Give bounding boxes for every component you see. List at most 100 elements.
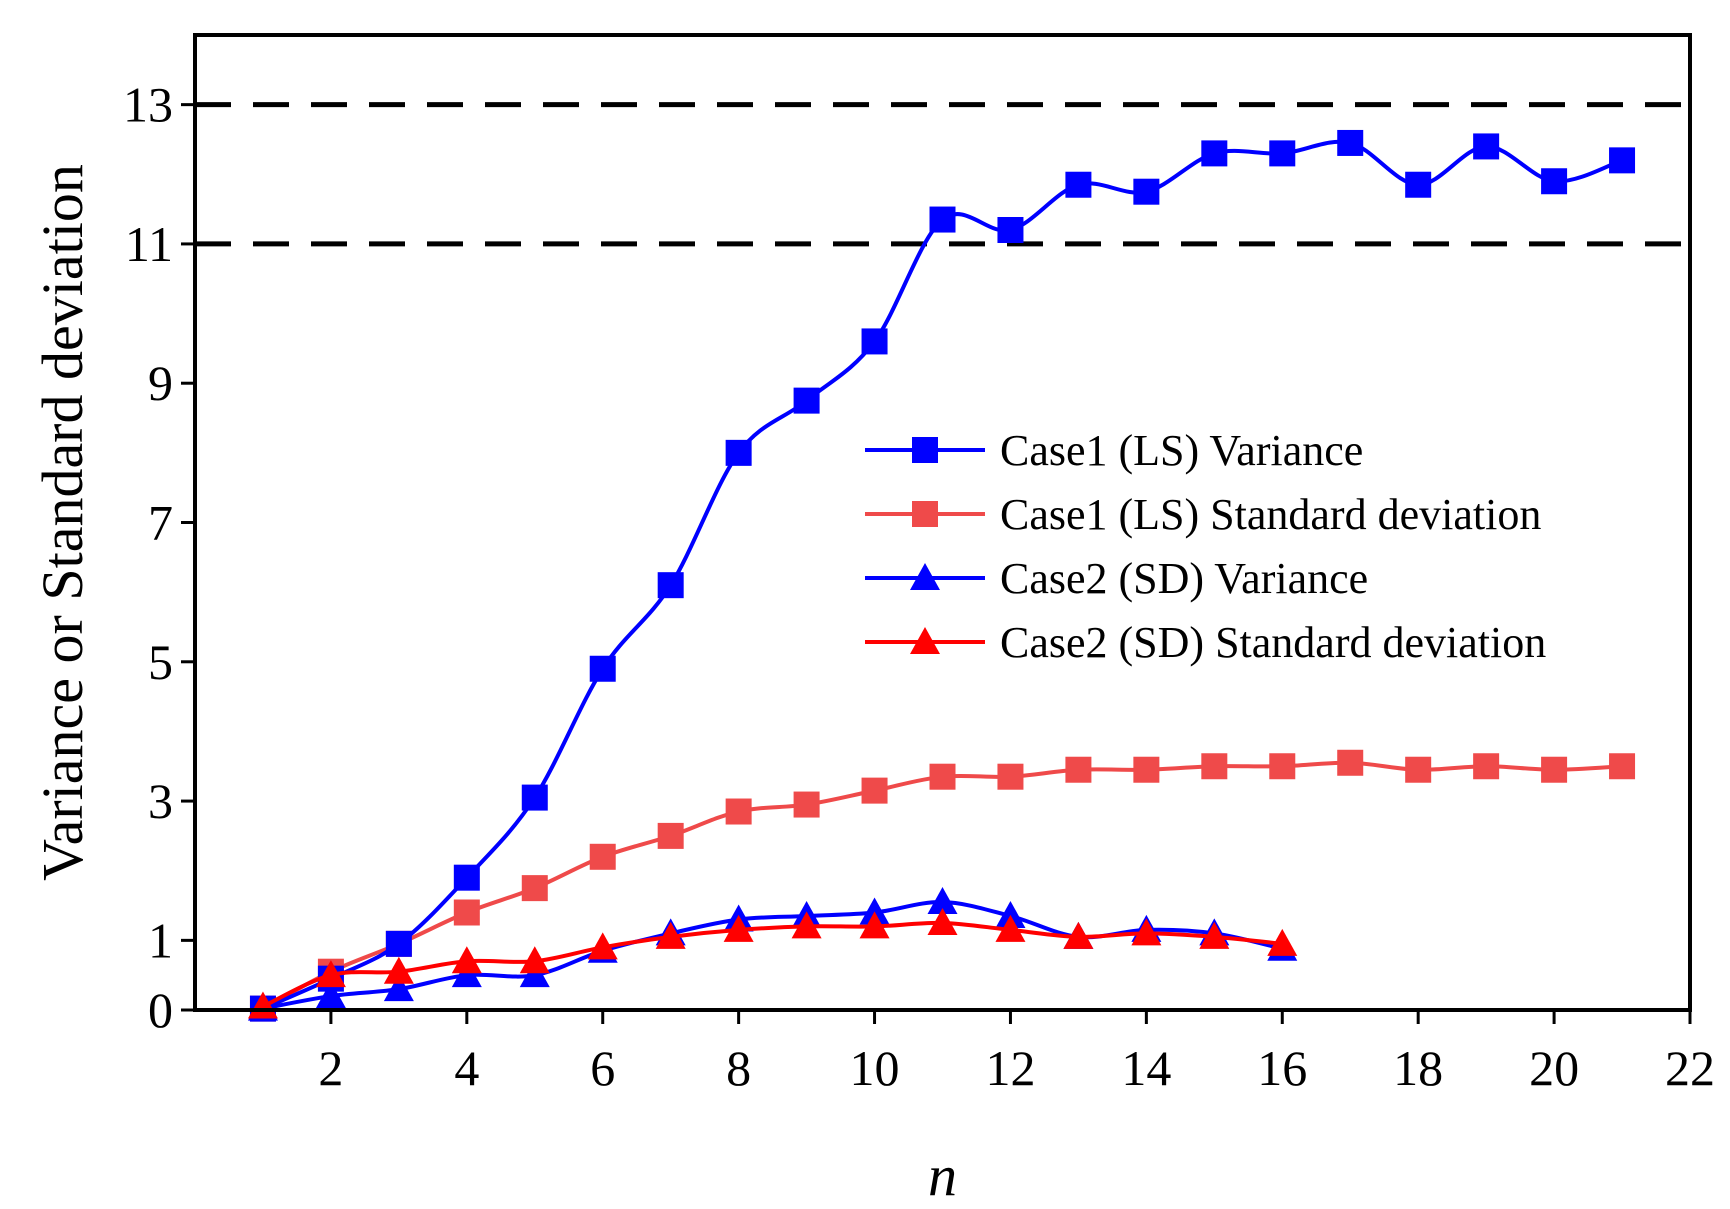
legend-marker (912, 437, 938, 463)
data-point (589, 655, 616, 682)
series-4 (247, 907, 1298, 1019)
x-axis-title: n (928, 1143, 957, 1208)
data-point (1201, 140, 1228, 167)
x-tick-label: 16 (1257, 1040, 1307, 1096)
x-axis: 2 4 6 8 10 12 14 16 18 20 22 (318, 1010, 1715, 1096)
data-point (383, 974, 414, 1002)
legend-label: Case2 (SD) Standard deviation (1000, 618, 1546, 667)
data-point (929, 763, 956, 790)
x-tick-label: 10 (850, 1040, 900, 1096)
data-point (1269, 140, 1296, 167)
data-point (519, 960, 550, 988)
data-point (723, 914, 754, 942)
y-tick-label: 13 (123, 77, 173, 133)
data-point (1337, 129, 1364, 156)
data-point (791, 911, 822, 939)
legend-item: Case1 (LS) Variance (865, 426, 1363, 475)
data-point (861, 777, 888, 804)
y-tick-label: 7 (148, 495, 173, 551)
data-point (793, 387, 820, 414)
data-point (927, 907, 958, 935)
data-point (451, 946, 482, 974)
data-point (927, 887, 958, 915)
x-tick-label: 2 (318, 1040, 343, 1096)
data-point (453, 864, 480, 891)
series-line (262, 139, 1623, 1011)
data-point (1609, 147, 1636, 174)
data-point (383, 956, 414, 984)
data-point (725, 798, 752, 825)
data-point (657, 572, 684, 599)
x-tick-label: 4 (454, 1040, 479, 1096)
data-point (453, 899, 480, 926)
data-point (1405, 756, 1432, 783)
data-point (521, 875, 548, 902)
y-axis-title: Variance or Standard deviation (30, 164, 95, 881)
data-point (1541, 168, 1568, 195)
data-point (589, 843, 616, 870)
y-tick-label: 9 (148, 355, 173, 411)
series-line (262, 920, 1283, 1009)
legend-item: Case2 (SD) Standard deviation (865, 618, 1546, 667)
series-1 (249, 129, 1636, 1022)
data-point (1473, 753, 1500, 780)
data-point (997, 763, 1024, 790)
data-point (861, 328, 888, 355)
x-tick-label: 18 (1393, 1040, 1443, 1096)
data-point (1473, 133, 1500, 160)
x-tick-label: 20 (1529, 1040, 1579, 1096)
data-point (1065, 756, 1092, 783)
legend-item: Case1 (LS) Standard deviation (865, 490, 1541, 539)
series-line (262, 900, 1283, 1011)
data-point (451, 960, 482, 988)
y-tick-label: 0 (148, 982, 173, 1038)
data-point (1609, 753, 1636, 780)
data-point (1337, 749, 1364, 776)
data-point (995, 914, 1026, 942)
data-point (859, 897, 890, 925)
data-point (1199, 921, 1230, 949)
legend-item: Case2 (SD) Variance (865, 554, 1368, 603)
data-point (793, 791, 820, 818)
data-point (1131, 918, 1162, 946)
data-point (655, 921, 686, 949)
x-tick-label: 6 (590, 1040, 615, 1096)
data-point (657, 822, 684, 849)
data-point (725, 439, 752, 466)
data-point (521, 784, 548, 811)
data-point (997, 217, 1024, 243)
x-tick-label: 22 (1665, 1040, 1715, 1096)
legend-marker (910, 627, 940, 654)
data-point (1133, 756, 1160, 783)
data-point (929, 206, 956, 233)
y-tick-label: 1 (148, 912, 173, 968)
data-point (859, 911, 890, 939)
data-point (1065, 171, 1092, 198)
data-point (315, 981, 346, 1009)
data-point (587, 932, 618, 960)
data-point (995, 900, 1026, 928)
y-tick-label: 11 (125, 216, 173, 272)
legend: Case1 (LS) Variance Case1 (LS) Standard d… (865, 426, 1546, 667)
x-tick-label: 8 (726, 1040, 751, 1096)
legend-marker (910, 563, 940, 590)
data-point (315, 960, 346, 988)
data-point (1269, 753, 1296, 780)
data-point (1063, 921, 1094, 949)
x-tick-label: 14 (1121, 1040, 1171, 1096)
y-tick-label: 5 (148, 634, 173, 690)
legend-label: Case2 (SD) Variance (1000, 554, 1368, 603)
data-point (1405, 171, 1432, 198)
data-point (1541, 756, 1568, 783)
data-point (385, 930, 412, 957)
data-point (1201, 753, 1228, 780)
series-layer (247, 129, 1636, 1022)
x-tick-label: 12 (985, 1040, 1035, 1096)
data-point (1133, 178, 1160, 205)
legend-marker (912, 501, 938, 527)
data-point (519, 946, 550, 974)
reference-lines (195, 102, 1690, 247)
legend-label: Case1 (LS) Standard deviation (1000, 490, 1541, 539)
